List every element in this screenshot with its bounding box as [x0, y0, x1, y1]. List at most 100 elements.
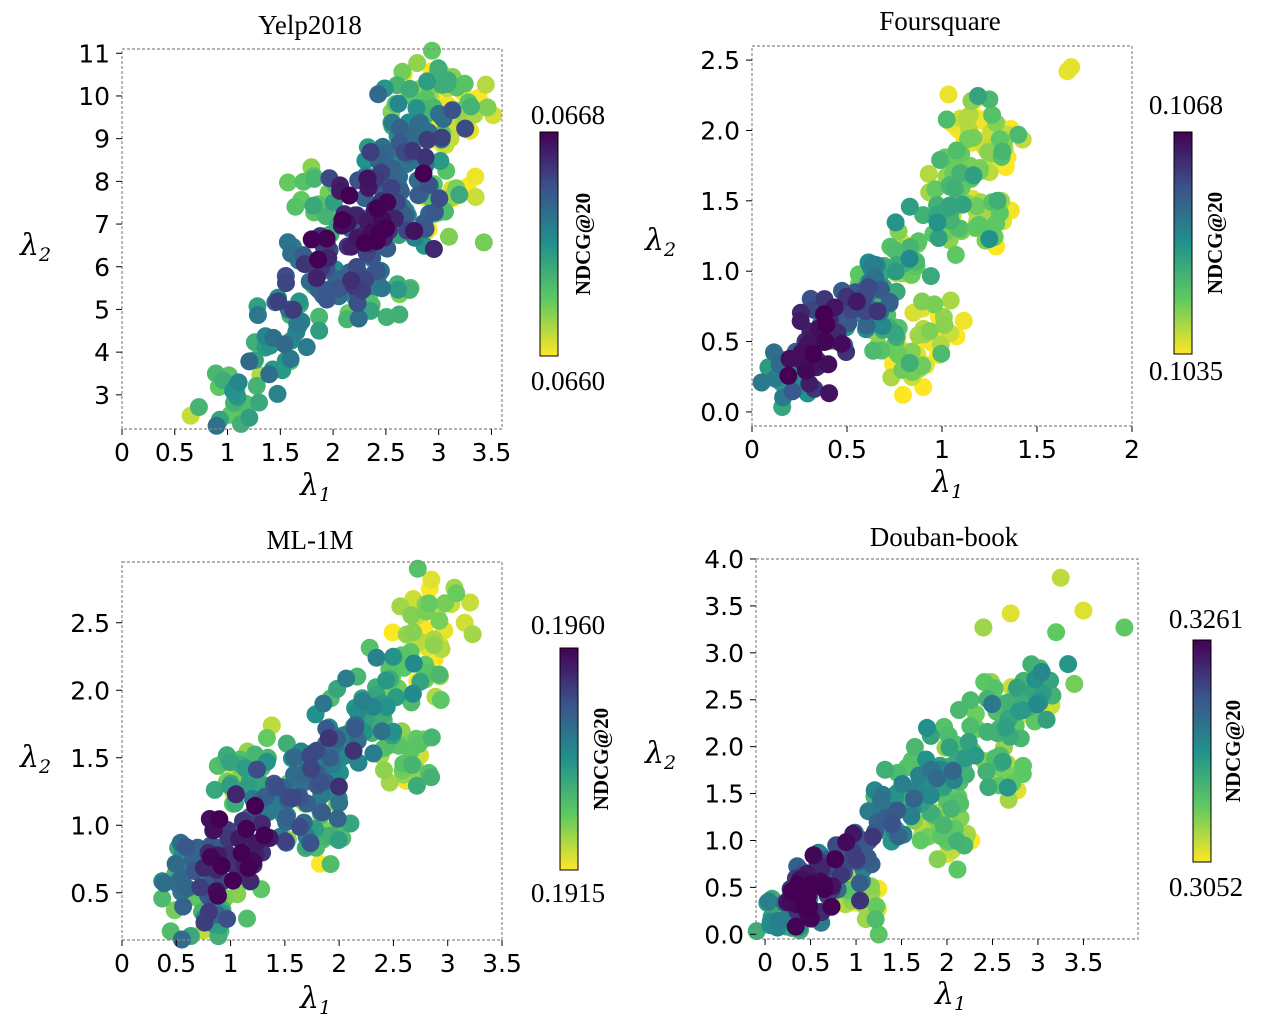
scatter-point	[269, 292, 288, 311]
scatter-point	[389, 94, 408, 113]
y-tick-label: 5	[94, 295, 110, 324]
y-tick-label: 1.0	[704, 826, 744, 855]
scatter-point	[1059, 655, 1078, 674]
scatter-point	[947, 141, 966, 160]
scatter-point	[946, 245, 965, 264]
scatter-point	[1008, 678, 1027, 697]
scatter-point	[867, 897, 886, 916]
scatter-point	[1037, 710, 1056, 729]
y-tick-label: 2.5	[70, 609, 110, 638]
scatter-point	[368, 199, 387, 218]
scatter-point	[960, 106, 979, 125]
scatter-point	[432, 128, 451, 147]
y-axis-label: λ2	[19, 740, 51, 778]
scatter-point	[791, 312, 810, 331]
x-tick-label: 2.5	[973, 948, 1013, 977]
scatter-point	[939, 85, 958, 104]
scatter-point	[900, 249, 919, 268]
scatter-point	[864, 341, 883, 360]
scatter-point	[918, 718, 936, 737]
scatter-point	[237, 819, 256, 838]
scatter-point	[979, 778, 998, 797]
scatter-point	[959, 733, 978, 751]
scatter-point	[431, 152, 450, 170]
scatter-point	[804, 846, 823, 865]
scatter-point	[970, 215, 988, 234]
x-tick-label: 3.5	[472, 438, 512, 467]
scatter-point	[407, 99, 426, 118]
scatter-point	[340, 186, 359, 205]
scatter-point	[205, 780, 224, 799]
scatter-point	[286, 197, 305, 216]
colorbar-max-label: 0.1960	[531, 610, 605, 640]
scatter-point	[478, 98, 497, 117]
scatter-point	[969, 87, 987, 105]
y-tick-label: 6	[94, 253, 110, 282]
scatter-point	[900, 197, 919, 216]
scatter-point	[247, 376, 266, 395]
scatter-point	[268, 384, 287, 403]
scatter-point	[333, 211, 352, 229]
scatter-point	[377, 219, 396, 238]
scatter-point	[1115, 618, 1134, 637]
y-ticks: 0.0 0.5 1.0 1.5 2.0 2.5	[700, 46, 752, 427]
scatter-point	[416, 148, 435, 167]
x-ticks: 0 0.5 1 1.5 2 2.5 3 3.5	[114, 940, 522, 978]
scatter-point	[424, 240, 443, 258]
scatter-point	[850, 874, 869, 893]
scatter-point	[942, 799, 961, 818]
scatter-point	[783, 382, 802, 401]
x-ticks: 0 0.5 1 1.5 2 2.5 3 3.5	[757, 939, 1103, 977]
scatter-point	[255, 826, 274, 845]
scatter-point	[869, 925, 888, 944]
scatter-point	[886, 262, 905, 281]
scatter-point	[284, 300, 303, 319]
scatter-point	[456, 119, 475, 138]
y-tick-label: 0.5	[70, 879, 110, 908]
x-tick-label: 0.5	[155, 438, 195, 467]
plot-area	[153, 559, 482, 949]
scatter-point	[389, 280, 408, 299]
scatter-point	[1062, 58, 1081, 77]
scatter-point	[788, 875, 807, 894]
scatter-point	[367, 648, 386, 667]
x-tick-label: 3.5	[482, 949, 522, 978]
scatter-point	[250, 393, 268, 412]
scatter-point	[423, 41, 441, 60]
scatter-point	[961, 717, 980, 736]
scatter-point	[302, 230, 321, 249]
scatter-point	[375, 761, 393, 780]
scatter-point	[893, 775, 912, 793]
colorbar-min-label: 0.3052	[1169, 872, 1243, 902]
scatter-point	[873, 317, 892, 336]
scatter-point	[248, 760, 266, 779]
scatter-point	[926, 180, 945, 199]
scatter-point	[812, 859, 831, 878]
scatter-point	[945, 179, 964, 198]
scatter-point	[353, 692, 372, 710]
scatter-point	[321, 748, 340, 767]
scatter-point	[328, 809, 347, 828]
y-axis-label: λ2	[19, 228, 51, 266]
scatter-point	[928, 213, 947, 232]
scatter-point	[928, 850, 947, 869]
scatter-point	[311, 774, 330, 792]
x-tick-label: 2.5	[366, 438, 406, 467]
scatter-point	[993, 142, 1012, 161]
scatter-point	[209, 886, 227, 905]
scatter-point	[919, 165, 938, 183]
scatter-point	[404, 654, 423, 673]
colorbar-label: NDCG@20	[1203, 192, 1227, 294]
x-ticks: 0 0.5 1 1.5 2 2.5 3 3.5	[114, 429, 511, 467]
y-tick-label: 4	[94, 338, 110, 367]
x-tick-label: 1.5	[265, 949, 305, 978]
scatter-point	[155, 874, 174, 893]
scatter-point	[902, 751, 921, 770]
scatter-point	[224, 871, 242, 890]
scatter-point	[240, 352, 259, 371]
scatter-point	[447, 584, 466, 603]
x-tick-label: 1.5	[260, 438, 300, 467]
scatter-point	[1065, 674, 1084, 693]
scatter-point	[948, 860, 967, 879]
scatter-point	[847, 292, 866, 311]
